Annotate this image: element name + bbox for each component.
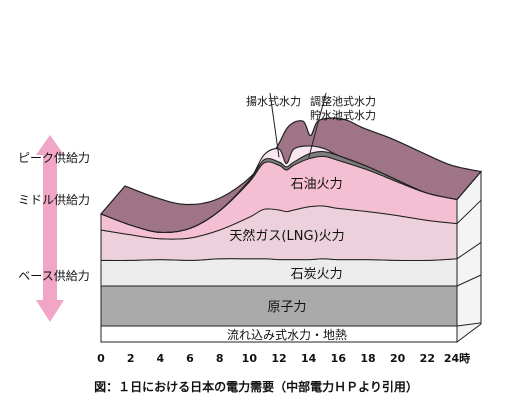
label-lng: 天然ガス(LNG)火力	[229, 228, 344, 244]
label-regulating-0: 調整池式水力	[310, 94, 376, 108]
x-tick: 10	[242, 352, 258, 365]
x-tick: 4	[157, 352, 165, 365]
x-tick: 16	[331, 352, 347, 365]
supply-band-label: ピーク供給力	[18, 151, 90, 165]
area-coal	[100, 258, 458, 287]
leader-regulating	[308, 92, 327, 159]
depth-edge-1	[456, 322, 482, 327]
label-run_of_river: 流れ込み式水力・地熱	[227, 328, 347, 342]
tick-layer: 0 2 4 6 8 10 12 14 16 18 20 22 24時	[97, 351, 470, 365]
supply-band-label: ミドル供給力	[18, 193, 90, 207]
depth-edge-2	[456, 274, 482, 287]
x-tick: 8	[216, 352, 224, 365]
leader-pumped	[269, 92, 280, 158]
label-pumped: 揚水式水力	[246, 95, 301, 108]
label-regulating-1: 貯水池式水力	[310, 109, 376, 122]
depth-edge-7	[456, 171, 482, 200]
x-tick: 20	[390, 352, 406, 365]
x-tick: 6	[186, 352, 194, 365]
supply-arrow	[36, 135, 64, 322]
x-tick: 18	[360, 352, 375, 365]
x-tick: 2	[127, 352, 135, 365]
x-tick: 0	[97, 352, 105, 365]
label-oil: 石油火力	[291, 177, 343, 192]
x-tick: 22	[420, 352, 435, 365]
supply-arrow-layer	[36, 135, 64, 322]
x-tick: 14	[301, 352, 317, 365]
depth-layer	[456, 170, 482, 343]
depth-edge-4	[456, 199, 482, 224]
depth-edge-3	[456, 242, 482, 260]
supply-band-label: ベース供給力	[18, 269, 89, 283]
label-coal: 石炭火力	[291, 267, 343, 282]
label-nuclear: 原子力	[267, 300, 306, 315]
x-tick: 12	[271, 352, 286, 365]
figure-caption: 図：１日における日本の電力需要（中部電力ＨＰより引用）	[94, 380, 418, 394]
x-tick: 24時	[444, 351, 470, 365]
